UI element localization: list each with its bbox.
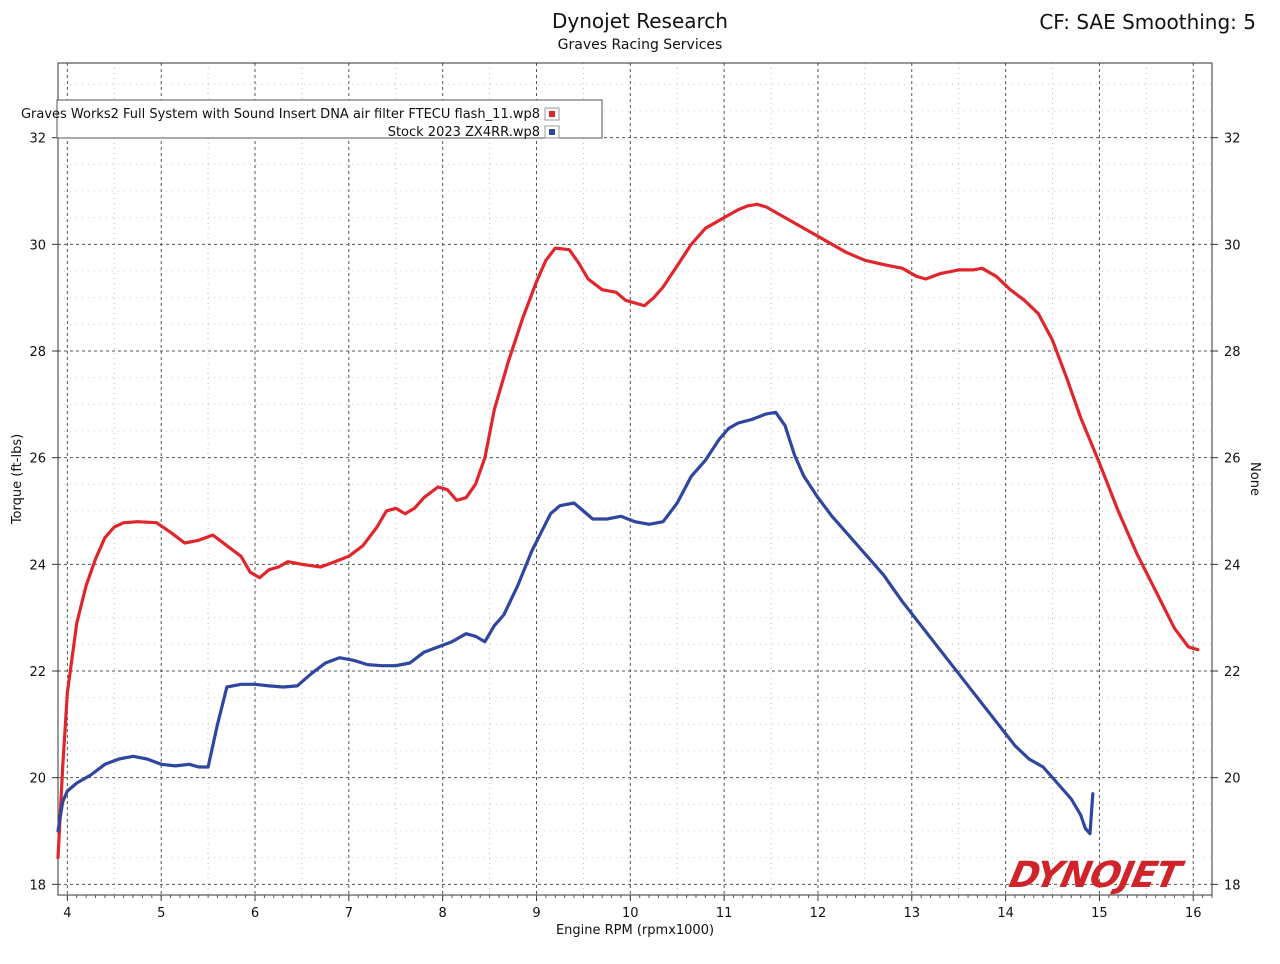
x-tick-label: 13 bbox=[903, 906, 920, 921]
y-tick-label-left: 18 bbox=[29, 878, 46, 893]
y-tick-label-left: 24 bbox=[29, 558, 46, 573]
y-tick-label-left: 20 bbox=[29, 772, 46, 787]
x-tick-label: 7 bbox=[345, 906, 353, 921]
y-tick-label-right: 18 bbox=[1224, 878, 1241, 893]
y-tick-label-left: 26 bbox=[29, 452, 46, 467]
dynojet-logo: DYNOJET bbox=[1005, 855, 1184, 896]
x-tick-label: 12 bbox=[810, 906, 827, 921]
y-tick-label-left: 22 bbox=[29, 665, 46, 680]
x-tick-label: 11 bbox=[716, 906, 733, 921]
x-axis-label: Engine RPM (rpmx1000) bbox=[556, 923, 714, 938]
y-tick-label-right: 20 bbox=[1224, 772, 1241, 787]
y-tick-label-right: 26 bbox=[1224, 452, 1241, 467]
legend-box bbox=[56, 99, 603, 139]
series-line-2 bbox=[56, 410, 1095, 836]
chart-title: Dynojet Research bbox=[552, 9, 728, 33]
x-tick-label: 9 bbox=[532, 906, 540, 921]
y-tick-label-right: 24 bbox=[1224, 558, 1241, 573]
y2-axis-label: None bbox=[1247, 462, 1262, 496]
axis-ticks: 4 5 6 7 8 9 10 11 12 13 14 15 16 18 18 20 20 22 22 24 24 26 26… bbox=[29, 132, 1240, 921]
series-group bbox=[56, 202, 1200, 860]
y-axis-label: Torque (ft-lbs) bbox=[10, 434, 25, 525]
x-tick-label: 10 bbox=[622, 906, 639, 921]
grid bbox=[58, 63, 1212, 895]
y-tick-label-left: 30 bbox=[29, 238, 46, 253]
legend: Graves Works2 Full System with Sound Ins… bbox=[21, 99, 603, 140]
legend-swatch-1 bbox=[549, 111, 555, 117]
y-tick-label-right: 22 bbox=[1224, 665, 1241, 680]
series-line-1 bbox=[56, 202, 1200, 860]
plot-frame bbox=[57, 62, 1213, 896]
x-tick-label: 16 bbox=[1185, 906, 1202, 921]
y-tick-label-left: 28 bbox=[29, 345, 46, 360]
x-tick-label: 4 bbox=[63, 906, 71, 921]
x-tick-label: 14 bbox=[997, 906, 1014, 921]
legend-swatch-2 bbox=[549, 129, 555, 135]
legend-label-1: Graves Works2 Full System with Sound Ins… bbox=[21, 107, 540, 122]
y-tick-label-right: 30 bbox=[1224, 238, 1241, 253]
legend-label-2: Stock 2023 ZX4RR.wp8 bbox=[388, 125, 540, 140]
y-tick-label-right: 28 bbox=[1224, 345, 1241, 360]
x-tick-label: 8 bbox=[439, 906, 447, 921]
chart-subtitle: Graves Racing Services bbox=[557, 37, 723, 53]
x-tick-label: 6 bbox=[251, 906, 259, 921]
x-tick-label: 5 bbox=[157, 906, 165, 921]
correction-factor-label: CF: SAE Smoothing: 5 bbox=[1039, 10, 1256, 34]
y-tick-label-left: 32 bbox=[29, 132, 46, 147]
y-tick-label-right: 32 bbox=[1224, 132, 1241, 147]
x-tick-label: 15 bbox=[1091, 906, 1108, 921]
